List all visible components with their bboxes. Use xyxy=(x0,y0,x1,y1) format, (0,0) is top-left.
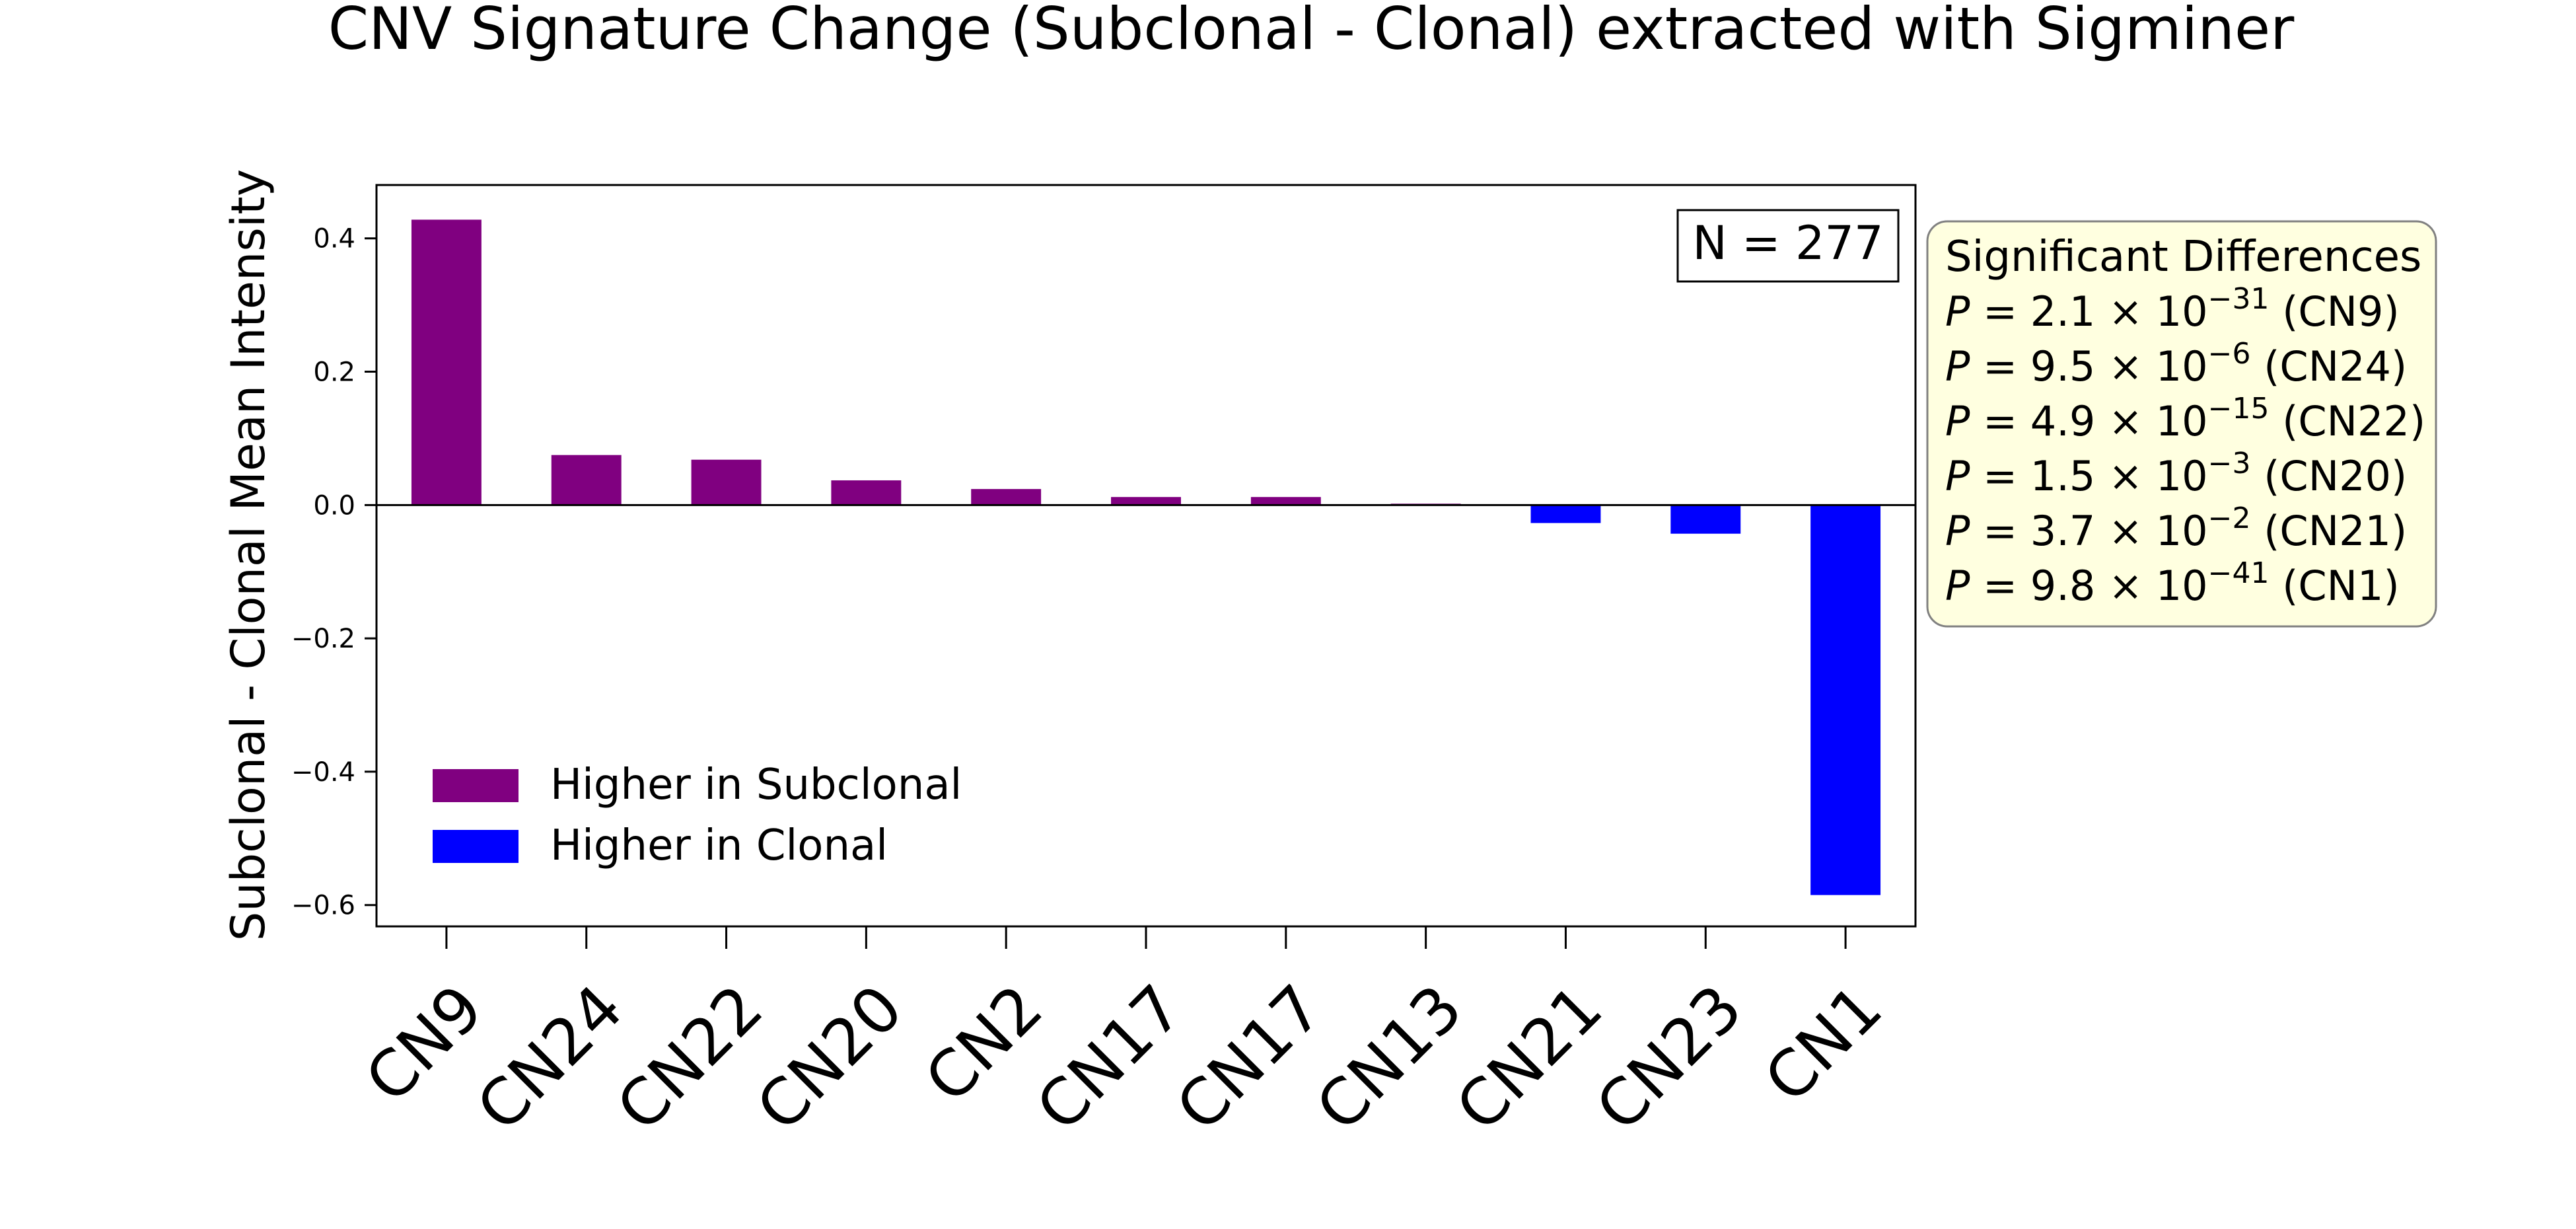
y-axis-ticks: 0.4 0.2 0.0 −0.2 −0.4 −0.6 xyxy=(291,224,376,921)
bar-cn9-0 xyxy=(411,219,482,505)
plot-frame xyxy=(375,184,1917,928)
legend-label-subclonal: Higher in Subclonal xyxy=(550,761,962,809)
y-tick-label: 0.4 xyxy=(313,224,355,254)
x-tick-label: CN1 xyxy=(1750,971,1896,1117)
significance-line: P = 9.5 × 10−6 (CN24) xyxy=(1945,337,2407,391)
bar-cn23-9 xyxy=(1670,505,1741,534)
significance-line: P = 1.5 × 10−3 (CN20) xyxy=(1945,447,2407,500)
bar-cn20-3 xyxy=(831,480,902,505)
bars xyxy=(411,219,1881,895)
legend-swatch-clonal xyxy=(433,830,519,863)
n-label: N = 277 xyxy=(1692,216,1883,270)
n-label-box: N = 277 xyxy=(1676,209,1900,283)
significance-line: P = 4.9 × 10−15 (CN22) xyxy=(1945,392,2425,445)
significance-line: P = 9.8 × 10−41 (CN1) xyxy=(1945,556,2400,610)
significance-line: P = 3.7 × 10−2 (CN21) xyxy=(1945,502,2407,555)
x-tick-label: CN13 xyxy=(1302,971,1476,1145)
x-tick-label: CN23 xyxy=(1582,971,1756,1145)
bar-cn17-6 xyxy=(1250,497,1321,505)
bar-cn17-5 xyxy=(1111,497,1181,505)
x-tick-label: CN24 xyxy=(463,971,637,1145)
legend-swatch-subclonal xyxy=(433,769,519,802)
significance-line: P = 2.1 × 10−31 (CN9) xyxy=(1945,282,2400,336)
x-tick-label: CN21 xyxy=(1442,971,1616,1145)
chart-title: CNV Signature Change (Subclonal - Clonal… xyxy=(328,0,2295,63)
bar-cn1-10 xyxy=(1810,505,1881,895)
x-tick-label: CN22 xyxy=(602,971,777,1145)
bar-cn22-2 xyxy=(691,459,762,505)
significance-title: Significant Differences xyxy=(1945,233,2421,281)
y-tick-label: −0.2 xyxy=(291,624,355,654)
significance-lines: P = 2.1 × 10−31 (CN9)P = 9.5 × 10−6 (CN2… xyxy=(1945,282,2425,610)
y-tick-label: 0.2 xyxy=(313,357,355,388)
x-axis-ticks: CN9CN24CN22CN20CN2CN17CN17CN13CN21CN23CN… xyxy=(351,926,1896,1145)
legend: Higher in Subclonal Higher in Clonal xyxy=(433,761,962,870)
bar-cn21-8 xyxy=(1530,505,1601,523)
bar-cn2-4 xyxy=(971,489,1042,505)
x-tick-label: CN17 xyxy=(1022,971,1197,1145)
x-tick-label: CN17 xyxy=(1163,971,1337,1145)
y-axis-label: Subclonal - Clonal Mean Intensity xyxy=(221,169,275,941)
x-tick-label: CN20 xyxy=(742,971,917,1145)
y-tick-label: 0.0 xyxy=(313,490,355,521)
bar-cn24-1 xyxy=(551,455,622,505)
significance-box: Significant Differences P = 2.1 × 10−31 … xyxy=(1926,220,2437,628)
y-tick-label: −0.6 xyxy=(291,891,355,921)
legend-label-clonal: Higher in Clonal xyxy=(550,821,888,870)
y-tick-label: −0.4 xyxy=(291,757,355,788)
